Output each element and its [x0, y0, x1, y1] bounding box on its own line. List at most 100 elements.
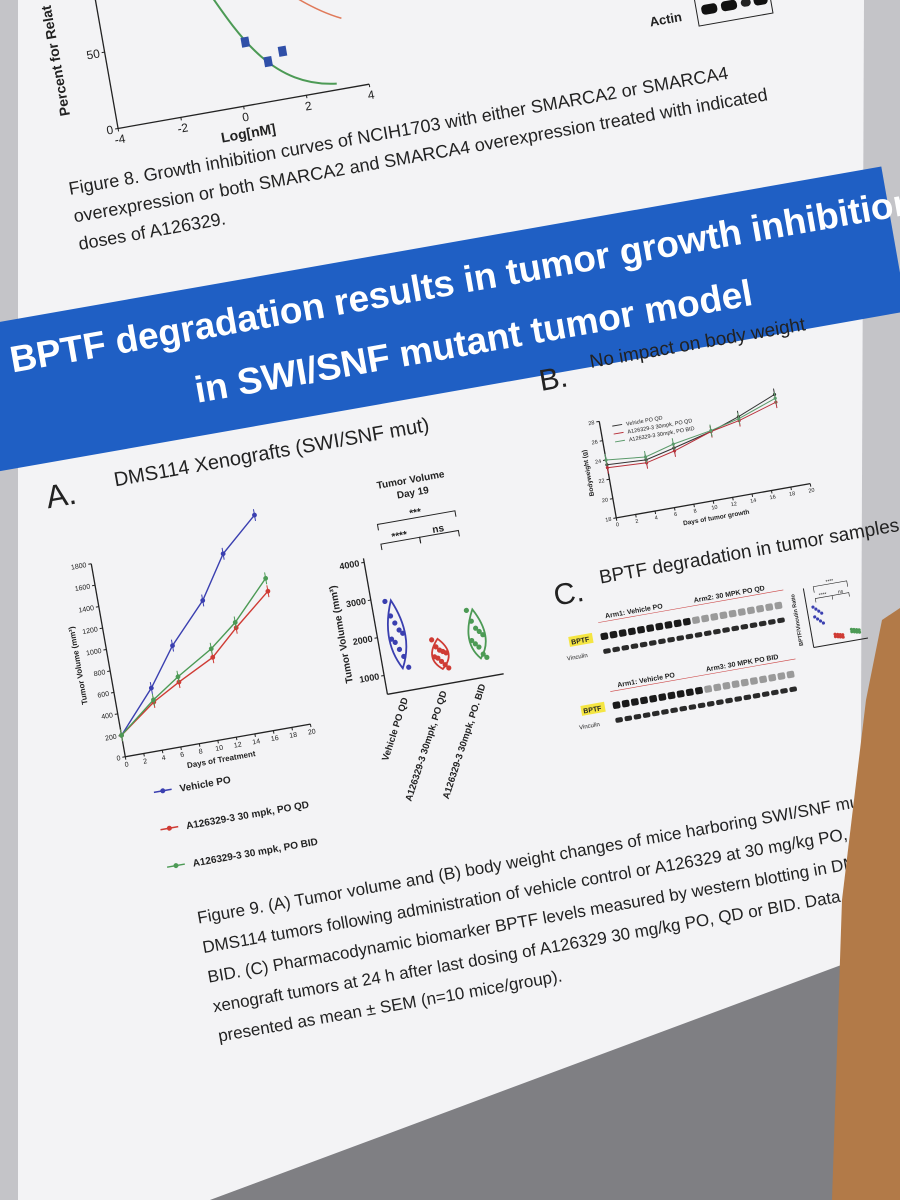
x-tick-label: -4 [114, 131, 127, 147]
y-tick [115, 127, 119, 130]
x-tick-label: 6 [180, 752, 185, 760]
legend-swatch [614, 439, 625, 443]
y-tick [95, 606, 99, 608]
data-point [773, 396, 777, 400]
data-point [671, 442, 675, 446]
blot-band [713, 628, 721, 635]
x-tick [693, 504, 695, 508]
data-point [480, 651, 486, 657]
data-point [672, 449, 677, 453]
ratio-point [811, 605, 815, 609]
ratio-point [852, 627, 856, 632]
x-tick-label: 4 [654, 515, 658, 521]
legend-swatch [613, 431, 624, 435]
curve-point [240, 36, 251, 48]
blot-band [694, 686, 703, 695]
data-point [232, 619, 238, 625]
blot-band [753, 0, 768, 6]
blot-band [688, 704, 697, 710]
y-tick [613, 517, 617, 519]
blot-band [630, 698, 639, 706]
blot-band [633, 713, 642, 720]
x-tick-label: 14 [252, 738, 261, 746]
significance-label: *** [409, 507, 423, 520]
y-tick [381, 674, 385, 677]
blot-band [722, 627, 730, 633]
y-tick [88, 563, 92, 565]
x-tick-label: 12 [233, 741, 242, 749]
blot-band [731, 680, 740, 688]
violin [467, 607, 487, 660]
x-tick [673, 507, 676, 511]
data-point [252, 512, 257, 518]
blot-band [756, 605, 765, 613]
significance-label: **** [391, 530, 408, 544]
blot-band [642, 712, 651, 718]
curve-point [263, 56, 273, 68]
blot-band [746, 606, 755, 615]
data-point [175, 674, 181, 680]
blot-label: Actin [648, 9, 683, 29]
x-tick-label: 4 [161, 755, 166, 763]
data-point [401, 653, 407, 660]
data-point [392, 639, 398, 645]
y-tick [609, 498, 613, 500]
ratio-point [849, 627, 854, 631]
x-tick [635, 514, 637, 518]
blot-band [697, 702, 706, 709]
data-point [737, 417, 741, 421]
ratio-point [836, 632, 840, 637]
ratio-point [813, 615, 817, 619]
x-tick [291, 727, 293, 731]
y-tick [122, 756, 126, 758]
blot-band [648, 640, 657, 646]
blot-band [661, 709, 669, 715]
x-tick-label: 0 [241, 110, 250, 125]
data-point [119, 732, 124, 738]
blot-band [673, 619, 682, 628]
blot-band [624, 715, 633, 722]
blot-band [701, 3, 718, 15]
blot-band [658, 693, 667, 701]
x-axis [813, 637, 869, 649]
y-tick-label: 20 [602, 497, 609, 504]
x-tick-label: 8 [198, 748, 203, 756]
label-highlight [580, 701, 606, 716]
blot-band [637, 626, 646, 634]
ratio-point [854, 628, 859, 632]
blot-band [725, 697, 733, 704]
x-tick-label: 10 [711, 505, 718, 512]
violin [386, 598, 408, 671]
blot-band [743, 694, 752, 701]
blot-band [786, 670, 795, 679]
x-tick [309, 724, 312, 728]
blot-band [752, 692, 761, 699]
data-point [429, 637, 435, 643]
data-point [438, 658, 445, 665]
data-point [170, 643, 175, 649]
x-tick [161, 750, 164, 754]
blot-band [774, 601, 783, 610]
data-point [148, 685, 154, 691]
blot-frame [693, 0, 774, 27]
panel-letter: C. [551, 575, 586, 613]
blot-band [676, 635, 685, 641]
y-tick-label: 26 [591, 439, 598, 446]
blot-band [609, 630, 618, 639]
blot-band [667, 636, 675, 643]
ratio-point [816, 617, 820, 621]
x-tick [305, 95, 308, 99]
blot-band [731, 625, 740, 632]
blot-band [706, 701, 715, 707]
blot-row-label: BPTF [571, 636, 591, 646]
y-tick [107, 670, 111, 672]
data-point [446, 665, 452, 671]
legend-swatch [173, 863, 179, 869]
blot-band [765, 603, 774, 611]
panel-letter: A. [43, 475, 79, 516]
x-tick [235, 737, 238, 741]
blot-band [768, 619, 776, 625]
data-point [473, 625, 479, 631]
y-tick-label: 600 [97, 691, 110, 700]
